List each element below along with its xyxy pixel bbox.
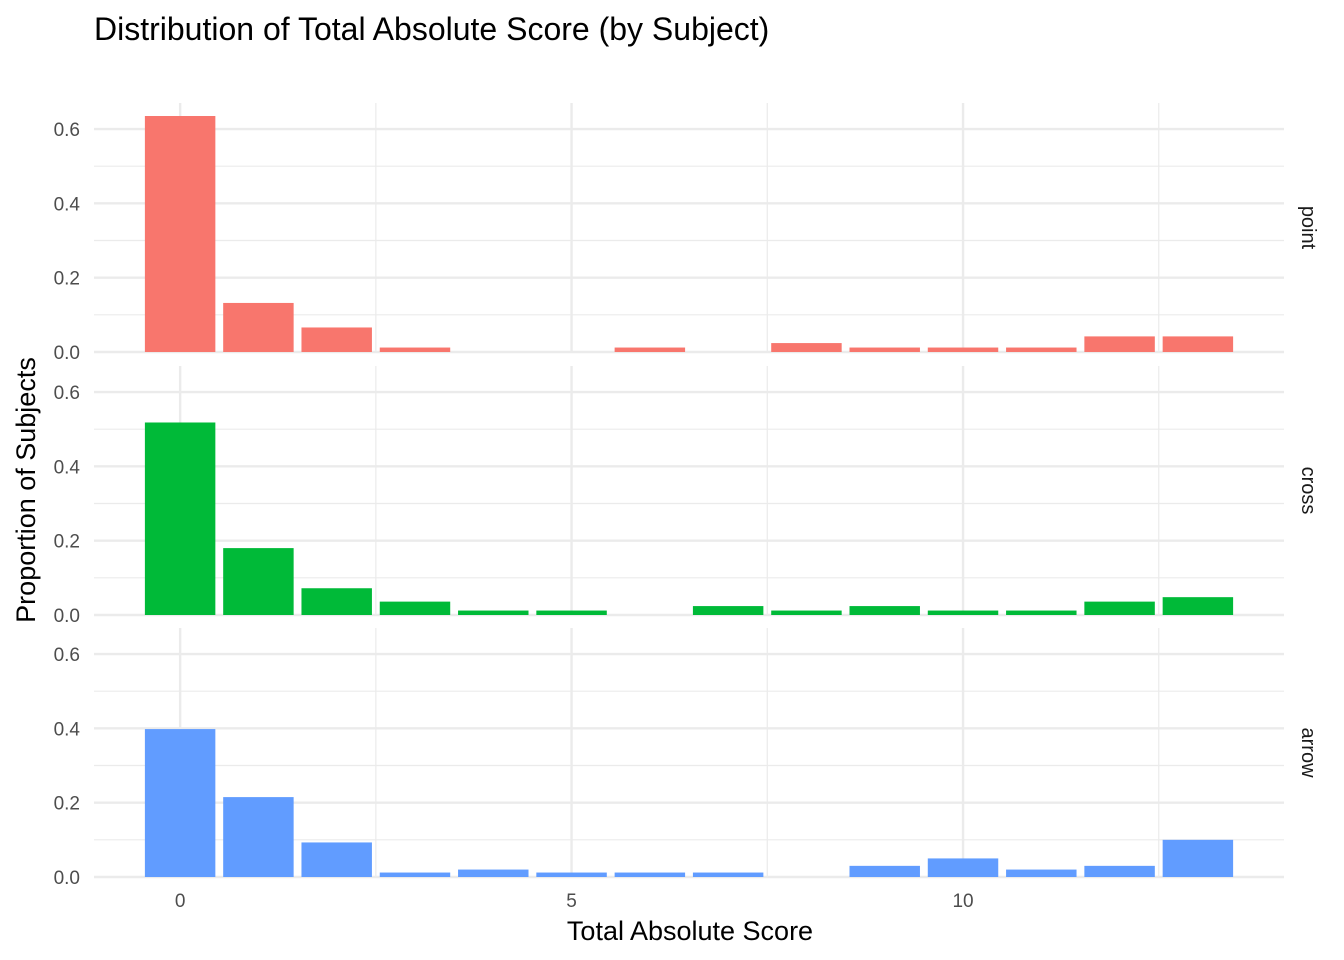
- bar-arrow-1: [223, 797, 294, 877]
- y-tick-label: 0.6: [54, 120, 80, 141]
- facet-panels: 0.0 0.2 0.4 0.6 point 0.0 0.2 0.4 0.6 cross 0.0 0.2…: [54, 103, 1319, 889]
- bar-cross-8: [771, 610, 842, 615]
- facet-panel-point: 0.0 0.2 0.4 0.6 point: [54, 103, 1319, 364]
- x-tick-label: 0: [175, 891, 186, 912]
- y-tick-label: 0.0: [54, 606, 80, 627]
- bar-point-10: [927, 347, 999, 352]
- facet-panel-cross: 0.0 0.2 0.4 0.6 cross: [54, 366, 1319, 627]
- bar-cross-1: [223, 548, 294, 615]
- y-tick-label: 0.6: [54, 645, 80, 666]
- bar-cross-9: [849, 606, 920, 615]
- y-tick-label: 0.2: [54, 794, 80, 815]
- bar-cross-7: [692, 606, 764, 615]
- bar-arrow-13: [1162, 839, 1234, 877]
- bar-point-1: [223, 302, 294, 352]
- y-tick-label: 0.0: [54, 868, 80, 889]
- bar-cross-4: [458, 610, 529, 615]
- bar-point-8: [771, 343, 842, 352]
- bar-point-9: [849, 347, 920, 352]
- y-tick-label: 0.2: [54, 269, 80, 290]
- bar-point-12: [1084, 336, 1155, 352]
- bar-cross-12: [1084, 601, 1155, 615]
- y-tick-label: 0.0: [54, 343, 80, 364]
- y-tick-label: 0.6: [54, 383, 80, 404]
- bar-arrow-7: [692, 872, 764, 877]
- facet-panel-arrow: 0.0 0.2 0.4 0.6 arrow: [54, 628, 1319, 889]
- bar-arrow-12: [1084, 865, 1155, 877]
- facet-strip-label: point: [1297, 206, 1319, 250]
- bar-cross-0: [144, 422, 216, 615]
- chart-title: Distribution of Total Absolute Score (by…: [94, 11, 769, 47]
- bar-cross-2: [301, 588, 372, 615]
- y-tick-label: 0.2: [54, 532, 80, 553]
- bar-arrow-10: [927, 858, 999, 877]
- bar-arrow-6: [614, 872, 686, 877]
- bar-point-0: [144, 116, 216, 352]
- bar-arrow-2: [301, 842, 372, 877]
- bar-arrow-5: [536, 872, 607, 877]
- bar-cross-13: [1162, 597, 1234, 615]
- bar-arrow-0: [144, 729, 216, 877]
- facet-strip-label: arrow: [1297, 727, 1319, 778]
- bar-point-3: [379, 347, 451, 352]
- y-tick-label: 0.4: [54, 719, 81, 740]
- y-axis-title: Proportion of Subjects: [11, 357, 41, 623]
- bar-point-6: [614, 347, 686, 352]
- y-tick-label: 0.4: [54, 457, 81, 478]
- bar-arrow-11: [1006, 869, 1077, 877]
- bar-point-2: [301, 327, 372, 352]
- bar-arrow-3: [379, 872, 451, 877]
- bar-arrow-9: [849, 865, 920, 877]
- bar-arrow-4: [458, 869, 529, 877]
- x-axis-title: Total Absolute Score: [567, 916, 813, 946]
- facet-strip-label: cross: [1297, 467, 1319, 515]
- bar-cross-10: [927, 610, 999, 615]
- x-axis-ticks: 0 5 10: [175, 891, 974, 912]
- x-tick-label: 10: [952, 891, 973, 912]
- y-tick-label: 0.4: [54, 194, 81, 215]
- bar-point-11: [1006, 347, 1077, 352]
- x-tick-label: 5: [566, 891, 577, 912]
- bar-cross-11: [1006, 610, 1077, 615]
- bar-point-13: [1162, 336, 1234, 352]
- bar-cross-3: [379, 601, 451, 615]
- bar-cross-5: [536, 610, 607, 615]
